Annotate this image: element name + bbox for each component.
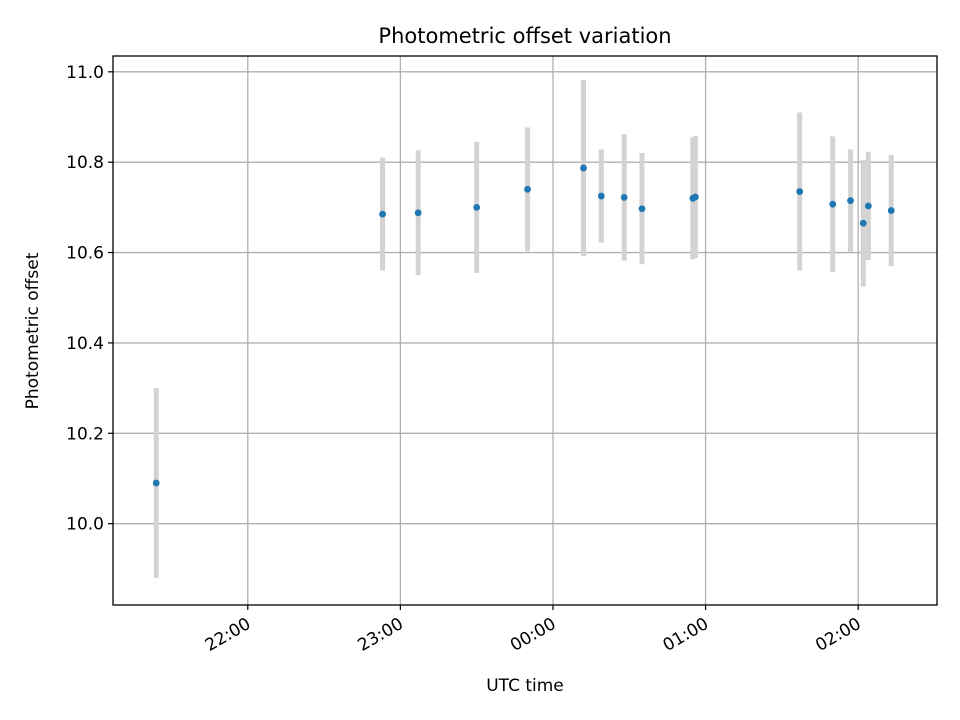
data-point xyxy=(796,188,804,195)
data-point xyxy=(379,210,386,218)
point-layer xyxy=(152,164,895,487)
errorbar-layer xyxy=(153,79,894,578)
data-point xyxy=(691,193,699,201)
data-point xyxy=(152,479,160,487)
y-tick-label: 10.0 xyxy=(66,515,104,535)
chart-title: Photometric offset variation xyxy=(378,24,671,48)
x-tick-label: 22:00 xyxy=(202,614,254,656)
plot-frame xyxy=(112,55,938,606)
x-tick-label: 02:00 xyxy=(812,614,864,656)
data-point xyxy=(620,194,628,201)
y-tick-label: 10.6 xyxy=(66,244,104,264)
data-point xyxy=(829,200,837,208)
data-point xyxy=(597,192,605,200)
grid-layer xyxy=(113,56,937,605)
y-tick-label: 10.8 xyxy=(66,153,104,173)
y-axis-label: Photometric offset xyxy=(23,252,43,409)
data-point xyxy=(847,197,854,204)
x-axis-label: UTC time xyxy=(486,676,564,696)
y-tick-label: 10.4 xyxy=(66,334,104,354)
y-tick-label: 11.0 xyxy=(66,63,104,83)
data-point xyxy=(524,185,531,193)
tick-layer: 22:00 23:00 00:00 01:00 02:00 10.0 10.2 10.4 10.… xyxy=(66,63,865,656)
y-tick-label: 10.2 xyxy=(66,424,104,444)
data-point xyxy=(473,203,481,211)
data-point xyxy=(580,164,587,172)
data-point xyxy=(638,205,646,213)
data-point xyxy=(414,209,422,217)
x-tick-label: 00:00 xyxy=(507,614,559,656)
data-point xyxy=(864,202,872,210)
data-point xyxy=(859,219,867,227)
data-point xyxy=(887,207,895,214)
x-tick-label: 01:00 xyxy=(660,614,712,656)
x-tick-label: 23:00 xyxy=(354,614,406,656)
